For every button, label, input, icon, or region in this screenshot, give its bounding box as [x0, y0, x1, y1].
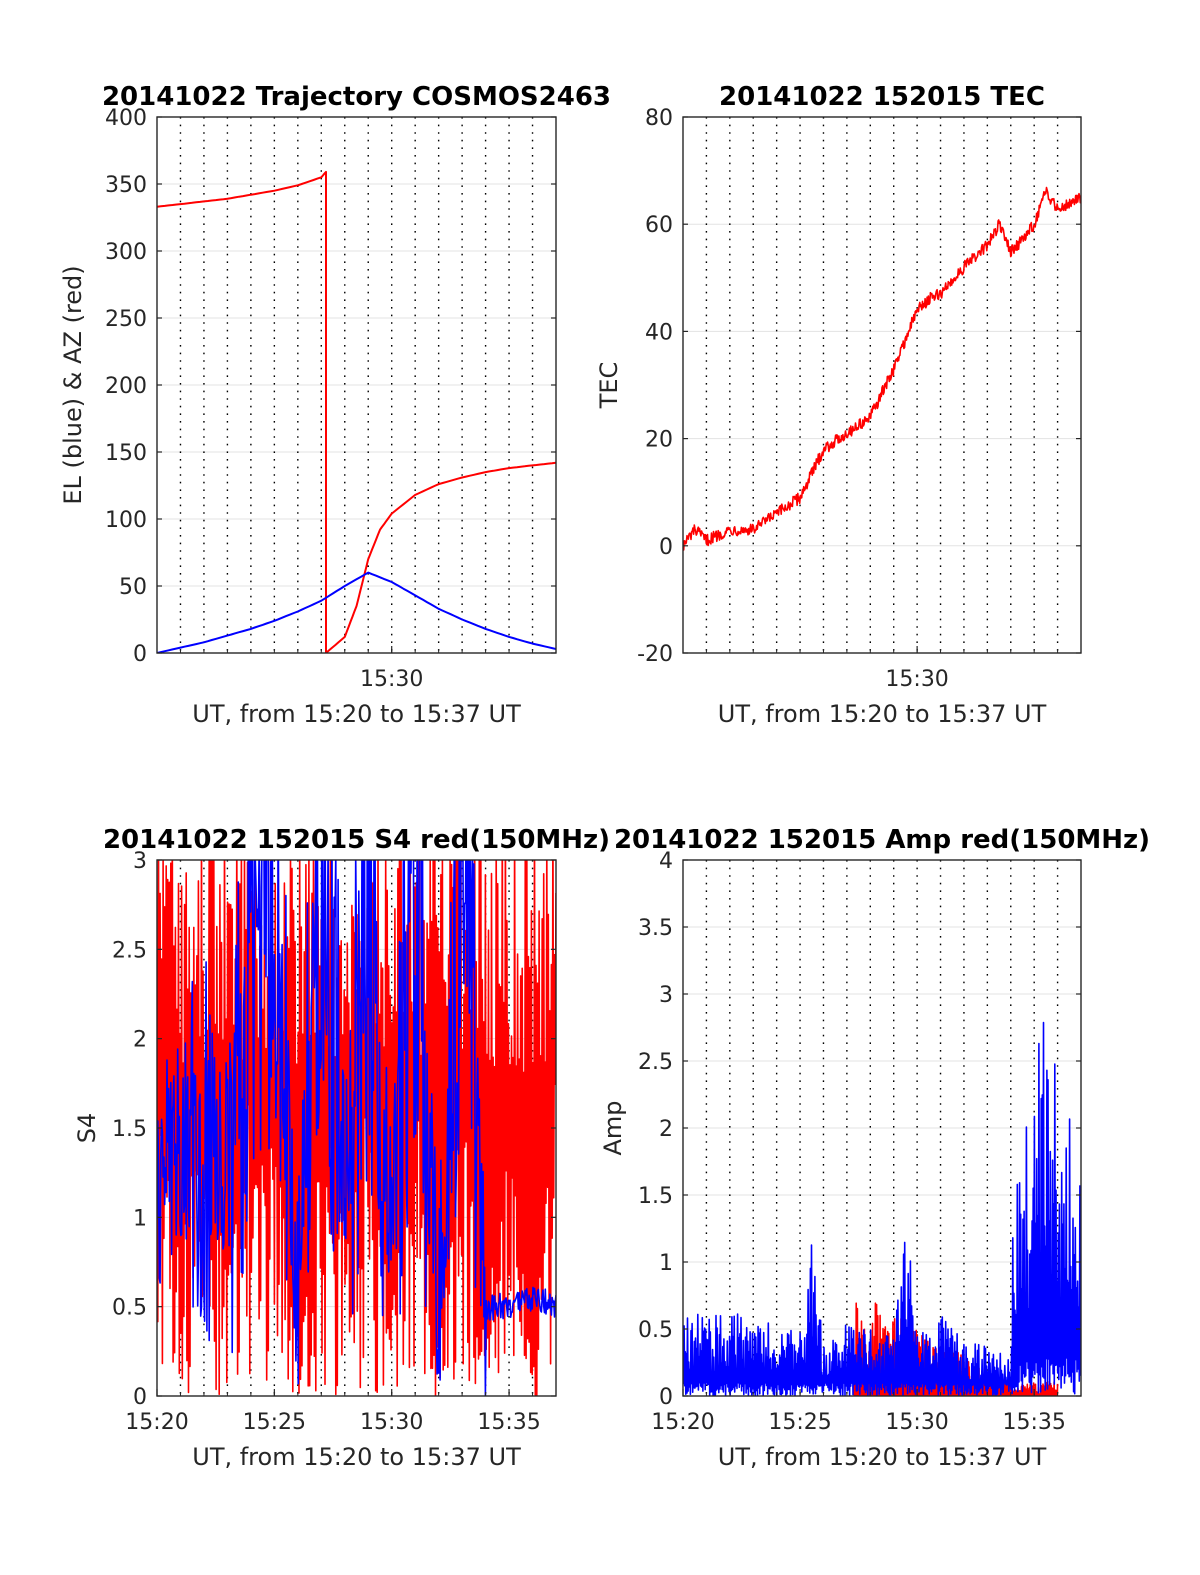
y-tick-label: 60	[645, 213, 673, 238]
x-tick-label: 15:30	[885, 1410, 948, 1435]
y-tick-label: 0.5	[112, 1296, 147, 1321]
axes-box	[682, 116, 1082, 654]
y-tick-label: 150	[105, 441, 147, 466]
tec-chart: -20 0 20 40 60 80 15:30 20141022 152015 TEC UT, …	[595, 82, 1082, 728]
y-tick-label: 50	[119, 575, 147, 600]
chart-title: 20141022 152015 TEC	[719, 82, 1045, 112]
y-tick-label: 1	[133, 1206, 147, 1231]
y-tick-label: 1.5	[638, 1184, 673, 1209]
y-tick-label: 80	[645, 106, 673, 131]
y-tick-label: 350	[105, 173, 147, 198]
series-group	[157, 860, 556, 1396]
y-axis-label: S4	[73, 1113, 101, 1144]
y-tick-label: 20	[645, 428, 673, 453]
x-axis-label: UT, from 15:20 to 15:37 UT	[718, 700, 1047, 728]
series-line-blue	[157, 571, 556, 653]
y-tick-label: 0.5	[638, 1318, 673, 1343]
series-line-blue	[157, 860, 556, 1396]
y-tick-label: -20	[637, 642, 673, 667]
series-group	[157, 170, 556, 653]
series-line-red	[157, 170, 556, 653]
x-tick-label: 15:25	[243, 1410, 306, 1435]
y-tick-label: 1.5	[112, 1117, 147, 1142]
y-tick-label: 2	[133, 1028, 147, 1053]
y-tick-label: 200	[105, 374, 147, 399]
series-line-blue	[683, 1021, 1081, 1396]
x-axis-label: UT, from 15:20 to 15:37 UT	[718, 1443, 1047, 1471]
amp-chart: 0 0.5 1 1.5 2 2.5 3 3.5 4 15:20 15:25 15:30 15:35 201…	[599, 825, 1150, 1471]
x-axis-label: UT, from 15:20 to 15:37 UT	[192, 700, 521, 728]
y-tick-label: 40	[645, 320, 673, 345]
y-tick-label: 0	[659, 1385, 673, 1410]
y-tick-label: 1	[659, 1251, 673, 1276]
chart-title: 20141022 Trajectory COSMOS2463	[102, 82, 611, 112]
y-axis-label: TEC	[595, 362, 623, 410]
chart-title: 20141022 152015 Amp red(150MHz)	[614, 825, 1150, 855]
y-tick-label: 250	[105, 307, 147, 332]
series-group	[683, 1021, 1081, 1396]
series-group	[683, 186, 1081, 551]
y-tick-label: 2	[659, 1117, 673, 1142]
x-tick-label: 15:20	[125, 1410, 188, 1435]
x-tick-label: 15:20	[651, 1410, 714, 1435]
y-tick-label: 0	[133, 642, 147, 667]
y-tick-label: 2.5	[112, 938, 147, 963]
y-tick-label: 3	[659, 983, 673, 1008]
y-tick-label: 3	[133, 849, 147, 874]
traj-chart: 0 50 100 150 200 250 300 350 400 15:30 20141022 Tr…	[59, 82, 611, 728]
y-axis-label: EL (blue) & AZ (red)	[59, 265, 87, 504]
y-tick-label: 4	[659, 849, 673, 874]
series-line-red	[683, 186, 1081, 551]
y-tick-label: 300	[105, 240, 147, 265]
y-tick-label: 400	[105, 106, 147, 131]
x-tick-label: 15:30	[360, 667, 423, 692]
y-axis-label: Amp	[599, 1100, 627, 1155]
y-tick-label: 3.5	[638, 916, 673, 941]
y-tick-label: 2.5	[638, 1050, 673, 1075]
x-tick-label: 15:35	[1002, 1410, 1065, 1435]
x-tick-label: 15:35	[477, 1410, 540, 1435]
x-tick-label: 15:25	[768, 1410, 831, 1435]
chart-title: 20141022 152015 S4 red(150MHz)	[103, 825, 610, 855]
x-tick-label: 15:30	[360, 1410, 423, 1435]
s4-chart: 0 0.5 1 1.5 2 2.5 3 15:20 15:25 15:30 15:35 2014102…	[73, 825, 610, 1471]
y-tick-label: 0	[659, 535, 673, 560]
x-tick-label: 15:30	[885, 667, 948, 692]
y-tick-label: 100	[105, 508, 147, 533]
x-axis-label: UT, from 15:20 to 15:37 UT	[192, 1443, 521, 1471]
y-tick-label: 0	[133, 1385, 147, 1410]
